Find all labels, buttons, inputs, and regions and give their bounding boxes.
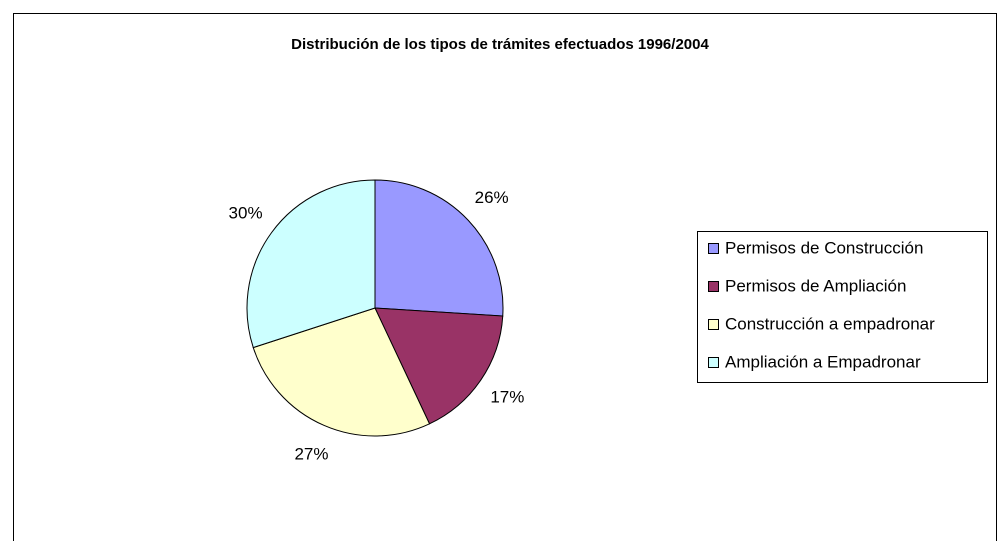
data-label: 17% xyxy=(490,387,524,406)
chart-title: Distribución de los tipos de trámites ef… xyxy=(291,36,709,53)
legend-label: Permisos de Ampliación xyxy=(725,276,906,295)
pie-slice xyxy=(252,307,431,437)
data-label: 26% xyxy=(475,188,509,207)
legend-box xyxy=(697,231,988,383)
legend-label: Ampliación a Empadronar xyxy=(725,352,921,371)
pie-slice xyxy=(246,179,376,349)
pie-slice xyxy=(374,307,504,425)
pie-slice xyxy=(374,179,504,317)
data-label: 30% xyxy=(229,203,263,222)
legend-swatch xyxy=(708,281,719,292)
legend-swatch xyxy=(708,319,719,330)
legend-swatch xyxy=(708,243,719,254)
data-label: 27% xyxy=(294,444,328,463)
legend-label: Permisos de Construcción xyxy=(725,238,923,257)
legend-swatch xyxy=(708,357,719,368)
legend-label: Construcción a empadronar xyxy=(725,314,935,333)
